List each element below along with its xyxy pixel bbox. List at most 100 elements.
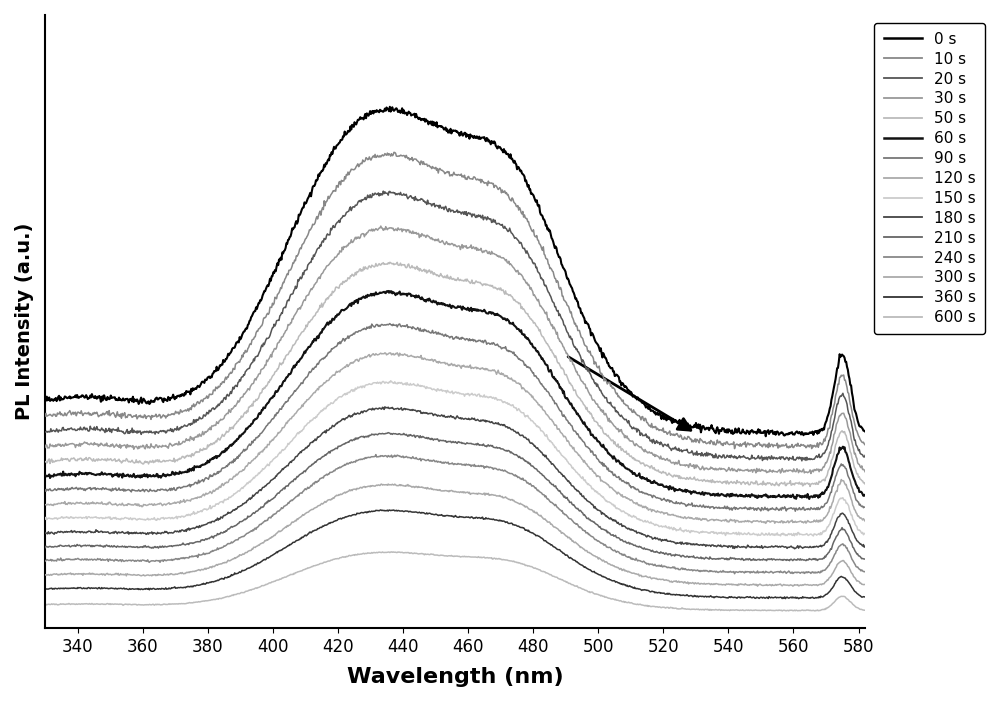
600 s: [859, 606, 871, 614]
60 s: [803, 495, 815, 503]
10 s: [371, 153, 383, 161]
150 s: [807, 531, 819, 540]
300 s: [39, 571, 51, 579]
Line: 120 s: 120 s: [45, 353, 865, 524]
0 s: [694, 420, 706, 429]
210 s: [39, 543, 51, 552]
180 s: [123, 530, 135, 538]
90 s: [384, 319, 396, 328]
50 s: [694, 476, 706, 484]
240 s: [123, 556, 135, 564]
20 s: [123, 428, 135, 436]
20 s: [401, 193, 413, 201]
0 s: [760, 432, 772, 440]
360 s: [859, 592, 871, 601]
120 s: [694, 515, 706, 523]
240 s: [39, 557, 51, 565]
300 s: [123, 571, 135, 579]
120 s: [371, 350, 383, 359]
600 s: [809, 607, 821, 615]
50 s: [371, 262, 383, 270]
20 s: [371, 190, 383, 199]
20 s: [694, 449, 706, 458]
Y-axis label: PL Intensity (a.u.): PL Intensity (a.u.): [15, 223, 34, 420]
120 s: [401, 350, 413, 359]
30 s: [401, 225, 413, 234]
Line: 20 s: 20 s: [45, 191, 865, 461]
150 s: [401, 378, 413, 387]
10 s: [39, 412, 51, 420]
120 s: [391, 349, 403, 357]
10 s: [123, 410, 135, 418]
150 s: [603, 498, 615, 506]
50 s: [401, 263, 413, 271]
Line: 30 s: 30 s: [45, 226, 865, 474]
210 s: [401, 431, 413, 439]
20 s: [859, 451, 871, 460]
600 s: [385, 548, 397, 556]
600 s: [603, 594, 615, 602]
300 s: [679, 578, 691, 586]
180 s: [859, 542, 871, 550]
180 s: [603, 515, 615, 523]
210 s: [123, 542, 135, 550]
30 s: [805, 470, 817, 478]
150 s: [123, 515, 135, 524]
30 s: [371, 225, 383, 233]
360 s: [401, 507, 413, 515]
90 s: [123, 485, 135, 494]
300 s: [694, 580, 706, 588]
300 s: [401, 482, 413, 490]
0 s: [401, 111, 413, 119]
150 s: [371, 379, 383, 388]
10 s: [401, 153, 413, 161]
Line: 300 s: 300 s: [45, 484, 865, 586]
60 s: [694, 489, 706, 498]
210 s: [694, 554, 706, 562]
0 s: [384, 102, 396, 111]
240 s: [372, 453, 384, 461]
60 s: [371, 290, 383, 298]
Line: 10 s: 10 s: [45, 152, 865, 449]
360 s: [603, 575, 615, 583]
300 s: [859, 581, 871, 589]
Line: 210 s: 210 s: [45, 432, 865, 561]
360 s: [39, 584, 51, 592]
240 s: [694, 567, 706, 576]
Line: 240 s: 240 s: [45, 455, 865, 574]
360 s: [779, 595, 791, 603]
0 s: [603, 362, 615, 371]
30 s: [694, 465, 706, 474]
360 s: [371, 506, 383, 515]
300 s: [603, 559, 615, 568]
Line: 180 s: 180 s: [45, 407, 865, 549]
180 s: [679, 539, 691, 548]
0 s: [123, 398, 135, 406]
Line: 600 s: 600 s: [45, 552, 865, 611]
600 s: [679, 604, 691, 613]
30 s: [39, 443, 51, 451]
240 s: [729, 569, 741, 578]
180 s: [694, 541, 706, 549]
600 s: [123, 600, 135, 609]
10 s: [729, 444, 741, 453]
150 s: [859, 529, 871, 538]
180 s: [371, 404, 383, 413]
300 s: [382, 480, 394, 489]
50 s: [859, 479, 871, 488]
30 s: [375, 222, 387, 230]
90 s: [859, 503, 871, 511]
210 s: [761, 557, 773, 565]
180 s: [401, 405, 413, 413]
600 s: [371, 548, 383, 557]
180 s: [379, 403, 391, 411]
20 s: [679, 446, 691, 454]
360 s: [123, 585, 135, 594]
90 s: [789, 507, 801, 515]
150 s: [694, 528, 706, 536]
360 s: [694, 592, 706, 600]
10 s: [388, 148, 400, 157]
150 s: [679, 526, 691, 535]
360 s: [679, 591, 691, 600]
90 s: [679, 501, 691, 509]
